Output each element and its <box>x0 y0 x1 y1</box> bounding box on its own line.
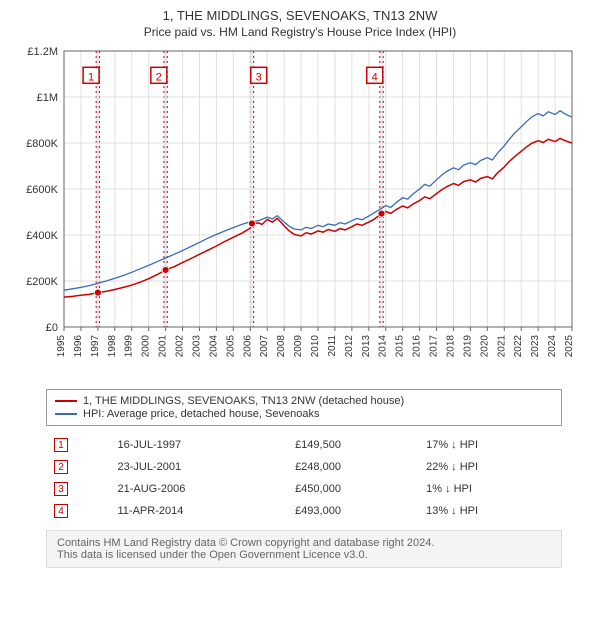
svg-text:£0: £0 <box>46 322 58 334</box>
svg-text:1995: 1995 <box>56 335 67 358</box>
table-row: 4 11-APR-2014£493,00013% ↓ HPI <box>46 500 562 522</box>
svg-text:2008: 2008 <box>276 335 287 358</box>
svg-text:2004: 2004 <box>208 335 219 358</box>
svg-text:£200K: £200K <box>26 276 58 288</box>
legend-swatch <box>55 413 77 415</box>
date-cell: 21-AUG-2006 <box>110 478 288 500</box>
table-row: 2 23-JUL-2001£248,00022% ↓ HPI <box>46 456 562 478</box>
svg-text:2015: 2015 <box>395 335 406 358</box>
svg-text:£1M: £1M <box>37 92 58 104</box>
footer-line-2: This data is licensed under the Open Gov… <box>57 549 551 561</box>
svg-text:£600K: £600K <box>26 184 58 196</box>
marker-cell: 3 <box>46 478 110 500</box>
svg-text:2009: 2009 <box>293 335 304 358</box>
legend-swatch <box>55 400 77 402</box>
svg-text:2025: 2025 <box>564 335 575 358</box>
price-cell: £248,000 <box>287 456 418 478</box>
svg-text:2005: 2005 <box>225 335 236 358</box>
svg-text:2011: 2011 <box>327 335 338 357</box>
svg-text:1998: 1998 <box>107 335 118 358</box>
svg-text:1997: 1997 <box>90 335 101 358</box>
svg-text:2002: 2002 <box>175 335 186 358</box>
line-chart-svg: £0 £200K £400K £600K £800K £1M £1.2M 1995 1996 19… <box>18 45 578 385</box>
chart-subtitle: Price paid vs. HM Land Registry's House … <box>12 25 588 39</box>
svg-text:2010: 2010 <box>310 335 321 358</box>
svg-text:2017: 2017 <box>429 335 440 358</box>
svg-text:3: 3 <box>256 71 262 83</box>
svg-text:2007: 2007 <box>259 335 270 358</box>
svg-text:1999: 1999 <box>124 335 135 358</box>
pct-cell: 13% ↓ HPI <box>418 500 562 522</box>
svg-text:2003: 2003 <box>191 335 202 358</box>
chart-plot: £0 £200K £400K £600K £800K £1M £1.2M 1995 1996 19… <box>18 45 578 385</box>
table-row: 3 21-AUG-2006£450,0001% ↓ HPI <box>46 478 562 500</box>
marker-box: 4 <box>54 504 68 518</box>
svg-text:2018: 2018 <box>445 335 456 358</box>
price-cell: £149,500 <box>287 434 418 456</box>
svg-text:2021: 2021 <box>496 335 507 358</box>
price-cell: £450,000 <box>287 478 418 500</box>
svg-text:2019: 2019 <box>462 335 473 358</box>
legend-item: 1, THE MIDDLINGS, SEVENOAKS, TN13 2NW (d… <box>55 395 553 407</box>
legend-label: HPI: Average price, detached house, Seve… <box>83 408 319 420</box>
svg-text:2020: 2020 <box>479 335 490 358</box>
attribution-footer: Contains HM Land Registry data © Crown c… <box>46 530 562 568</box>
svg-text:2000: 2000 <box>141 335 152 358</box>
footer-line-1: Contains HM Land Registry data © Crown c… <box>57 537 551 549</box>
svg-text:2001: 2001 <box>158 335 169 358</box>
svg-text:2006: 2006 <box>242 335 253 358</box>
svg-text:1996: 1996 <box>73 335 84 358</box>
pct-cell: 1% ↓ HPI <box>418 478 562 500</box>
marker-cell: 1 <box>46 434 110 456</box>
pct-cell: 22% ↓ HPI <box>418 456 562 478</box>
svg-text:£400K: £400K <box>26 230 58 242</box>
marker-cell: 4 <box>46 500 110 522</box>
pct-cell: 17% ↓ HPI <box>418 434 562 456</box>
chart-title: 1, THE MIDDLINGS, SEVENOAKS, TN13 2NW <box>12 8 588 23</box>
table-row: 1 16-JUL-1997£149,50017% ↓ HPI <box>46 434 562 456</box>
svg-text:1: 1 <box>88 71 94 83</box>
date-cell: 23-JUL-2001 <box>110 456 288 478</box>
svg-text:2012: 2012 <box>344 335 355 358</box>
legend-item: HPI: Average price, detached house, Seve… <box>55 408 553 420</box>
svg-text:2013: 2013 <box>361 335 372 358</box>
legend-label: 1, THE MIDDLINGS, SEVENOAKS, TN13 2NW (d… <box>83 395 404 407</box>
legend: 1, THE MIDDLINGS, SEVENOAKS, TN13 2NW (d… <box>46 389 562 426</box>
svg-text:2014: 2014 <box>378 335 389 358</box>
date-cell: 11-APR-2014 <box>110 500 288 522</box>
date-cell: 16-JUL-1997 <box>110 434 288 456</box>
marker-box: 2 <box>54 460 68 474</box>
svg-text:2023: 2023 <box>530 335 541 358</box>
svg-text:2024: 2024 <box>547 335 558 358</box>
price-cell: £493,000 <box>287 500 418 522</box>
svg-text:£800K: £800K <box>26 138 58 150</box>
marker-box: 3 <box>54 482 68 496</box>
chart-container: 1, THE MIDDLINGS, SEVENOAKS, TN13 2NW Pr… <box>0 0 600 580</box>
transactions-table: 1 16-JUL-1997£149,50017% ↓ HPI 2 23-JUL-200… <box>46 434 562 522</box>
marker-box: 1 <box>54 438 68 452</box>
svg-text:2: 2 <box>156 71 162 83</box>
marker-cell: 2 <box>46 456 110 478</box>
svg-text:2022: 2022 <box>513 335 524 358</box>
svg-text:2016: 2016 <box>412 335 423 358</box>
svg-text:£1.2M: £1.2M <box>27 46 58 58</box>
svg-text:4: 4 <box>372 71 378 83</box>
